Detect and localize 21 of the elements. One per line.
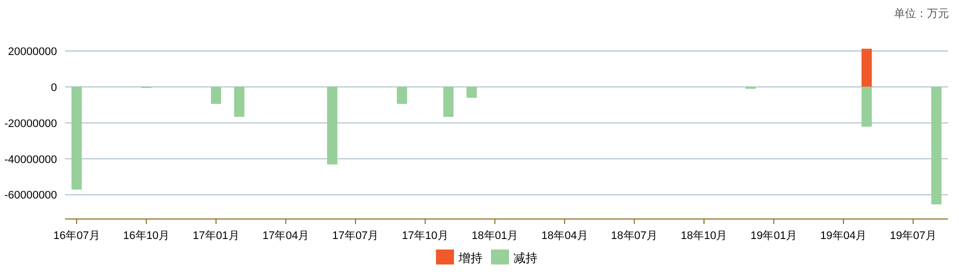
x-tick-label: 19年07月: [890, 230, 936, 242]
text: 单位：万元: [894, 7, 949, 20]
x-tick-label: 18年07月: [611, 230, 658, 242]
x-tick-label: 18年04月: [541, 230, 588, 242]
x-tick-label: 19年04月: [820, 230, 867, 242]
x-tick-label: 16年10月: [123, 230, 170, 242]
y-tick-label: 0: [50, 82, 57, 94]
x-tick-label: 17年07月: [332, 230, 379, 242]
legend-label: 减持: [514, 251, 538, 265]
x-tick-label: 17年10月: [402, 230, 448, 242]
x-tick-label: 19年01月: [750, 230, 797, 242]
x-tick-label: 17年04月: [262, 230, 309, 242]
x-tick-label: 18年01月: [472, 230, 518, 242]
x-tick-label: 17年01月: [192, 230, 240, 242]
x-tick-label: 16年07月: [53, 230, 100, 242]
y-tick-label: 20000000: [8, 46, 57, 58]
legend-label: 增持: [458, 251, 482, 265]
y-tick-label: -40000000: [4, 154, 57, 166]
x-tick-label: 18年10月: [680, 230, 728, 242]
y-tick-label: -60000000: [4, 190, 57, 202]
y-tick-label: -20000000: [4, 118, 57, 130]
